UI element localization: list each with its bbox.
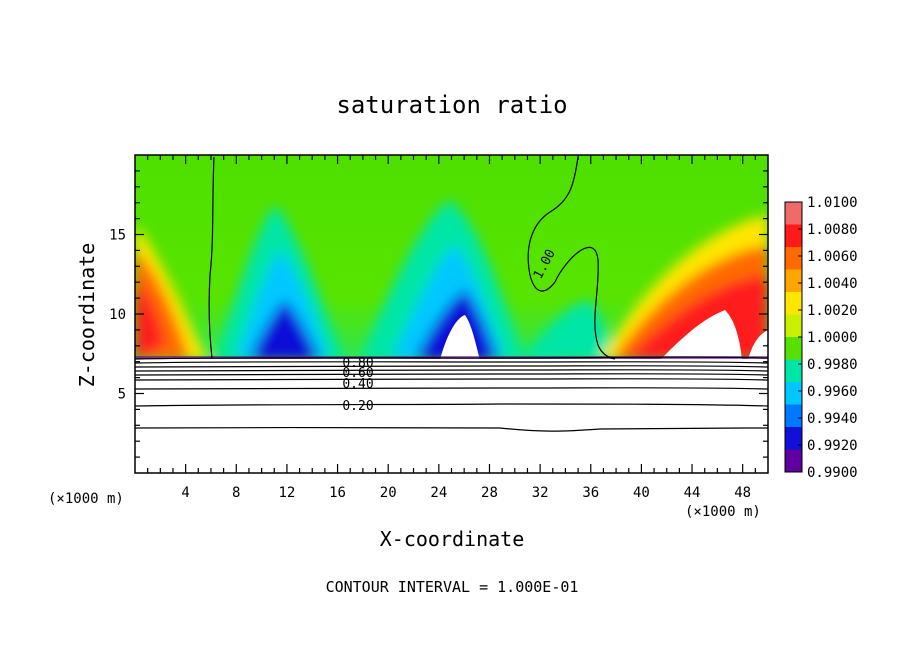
contour-label: 0.40 xyxy=(342,377,373,392)
colorbar-tick-label: 0.9940 xyxy=(807,411,858,427)
x-tick-label: 12 xyxy=(278,485,295,501)
field-left-red xyxy=(135,280,165,359)
y-tick-label: 15 xyxy=(109,228,126,244)
colorbar-tick-label: 1.0060 xyxy=(807,249,858,265)
colorbar-swatch xyxy=(785,427,802,450)
subsaturated-hole-a xyxy=(440,315,480,359)
colorbar-swatch xyxy=(785,247,802,270)
contour-label: 0.20 xyxy=(342,399,373,414)
contour-lines xyxy=(135,156,768,432)
colorbar-swatch xyxy=(785,449,802,473)
colorbar-swatch xyxy=(785,359,802,383)
x-tick-label: 24 xyxy=(430,485,447,501)
colorbar-tick-label: 0.9920 xyxy=(807,438,858,454)
colorbar-tick-label: 0.9980 xyxy=(807,357,858,373)
contour-line xyxy=(135,365,768,368)
colorbar-swatch xyxy=(785,202,802,225)
contour-line xyxy=(135,361,768,364)
colorbar-swatch xyxy=(785,337,802,360)
x-tick-label: 40 xyxy=(633,485,650,501)
colorbar-tick-label: 1.0080 xyxy=(807,222,858,238)
colorbar-swatch xyxy=(785,292,802,315)
x-tick-label: 16 xyxy=(329,485,346,501)
y-axis-ticks: 5 10 15 xyxy=(109,170,768,458)
x-tick-label: 48 xyxy=(734,485,751,501)
y-tick-label: 10 xyxy=(109,307,126,323)
x-tick-label: 4 xyxy=(181,485,189,501)
color-field xyxy=(135,155,768,359)
x-tick-label: 36 xyxy=(582,485,599,501)
colorbar-tick-label: 1.0000 xyxy=(807,330,858,346)
contour-line xyxy=(135,373,768,376)
colorbar-tick-label: 1.0020 xyxy=(807,303,858,319)
x-tick-label: 28 xyxy=(481,485,498,501)
contour-line-1-00-right xyxy=(527,156,616,360)
colorbar-swatch xyxy=(785,224,802,248)
chart-title: saturation ratio xyxy=(336,91,567,119)
contour-line xyxy=(135,369,768,372)
contour-line xyxy=(135,387,768,390)
colorbar-swatch xyxy=(785,404,802,428)
x-unit-right: (×1000 m) xyxy=(685,504,761,520)
colorbar-swatch xyxy=(785,269,802,293)
contour-label: 0.80 xyxy=(342,356,373,371)
contour-line xyxy=(135,356,768,360)
x-unit-left: (×1000 m) xyxy=(48,491,124,507)
contour-line xyxy=(135,378,768,381)
contour-line xyxy=(135,403,768,407)
colorbar-tick-label: 1.0100 xyxy=(807,195,858,211)
y-tick-label: 5 xyxy=(118,387,126,403)
colorbar: 1.0100 1.0080 1.0060 1.0040 1.0020 1.0000 0.99… xyxy=(784,195,858,481)
contour-line xyxy=(135,426,768,432)
y-axis-label: Z-coordinate xyxy=(75,243,99,388)
x-axis-ticks: 4 8 12 16 20 24 28 32 36 40 44 48 xyxy=(147,155,756,501)
subsaturated-hole-c xyxy=(748,330,768,359)
x-tick-label: 44 xyxy=(684,485,701,501)
field-area: 1.00 0.80 0.60 0.40 0.20 xyxy=(135,155,768,473)
colorbar-tick-label: 0.9960 xyxy=(807,384,858,400)
x-tick-label: 8 xyxy=(232,485,240,501)
field-dblue-a xyxy=(250,300,320,359)
subsaturated-hole-b xyxy=(661,310,742,359)
x-tick-label: 20 xyxy=(380,485,397,501)
colorbar-tick-label: 1.0040 xyxy=(807,276,858,292)
field-cyan-c xyxy=(520,300,615,359)
contour-label: 0.60 xyxy=(342,366,373,381)
colorbar-swatch xyxy=(785,314,802,338)
x-tick-label: 32 xyxy=(532,485,549,501)
colorbar-tick-label: 0.9900 xyxy=(807,465,858,481)
colorbar-swatch xyxy=(785,382,802,405)
x-axis-label: X-coordinate xyxy=(380,527,525,551)
contour-interval-note: CONTOUR INTERVAL = 1.000E-01 xyxy=(326,578,579,596)
contour-line-1-00-left xyxy=(208,156,215,359)
